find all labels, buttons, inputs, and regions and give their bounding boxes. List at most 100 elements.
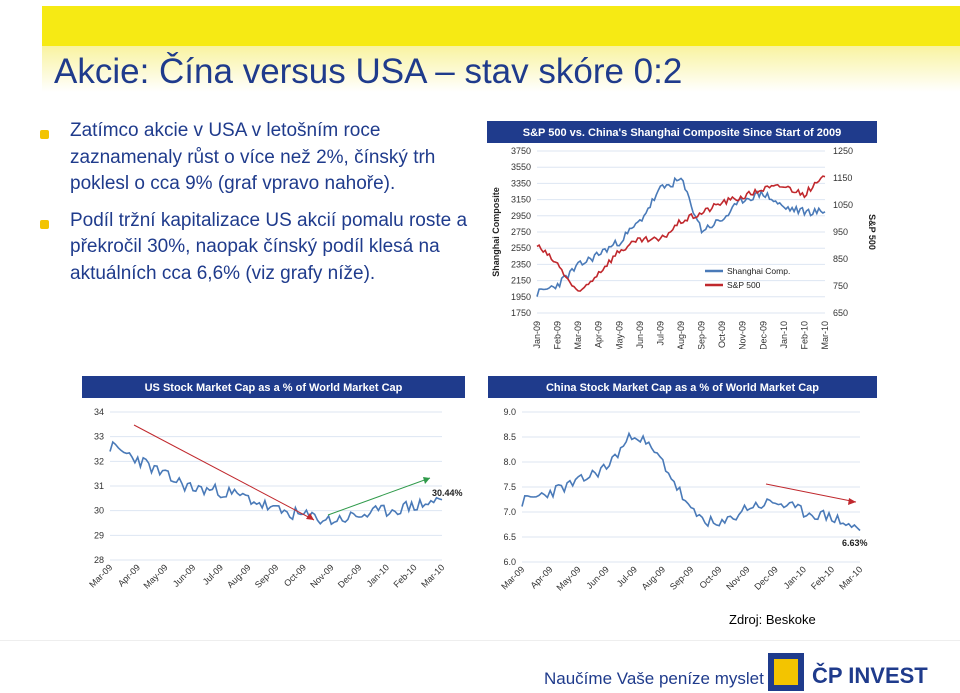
x-tick-label: Sep-09 [668,564,696,592]
x-tick-label: Mar-10 [820,321,830,349]
y-tick-label: 34 [94,407,104,417]
y2-tick-label: 850 [833,254,848,264]
trend-arrowhead-up [423,477,430,484]
y2-tick-label: 950 [833,227,848,237]
last-value-label: 30.44% [432,488,463,498]
bullet-icon [40,130,49,139]
x-tick-label: Dec-09 [758,321,768,349]
x-tick-label: Aug-09 [676,321,686,349]
x-tick-label: Jun-09 [584,564,611,591]
x-tick-label: Jul-09 [201,562,225,586]
x-tick-label: May-09 [554,564,582,592]
y-tick-label: 2150 [511,276,531,286]
x-tick-label: Jan-09 [532,321,542,349]
chart-panel-us-market-cap: US Stock Market Cap as a % of World Mark… [82,376,465,604]
y-tick-label: 6.5 [503,532,516,542]
y-tick-label: 7.0 [503,507,516,517]
trend-arrow-down [133,424,315,521]
x-tick-label: Apr-09 [594,321,604,348]
y-tick-label: 6.0 [503,557,516,567]
y-tick-label: 3350 [511,178,531,188]
chart-title: S&P 500 vs. China's Shanghai Composite S… [523,127,841,139]
title-bar-yellow-strip [42,6,960,46]
x-tick-label: Dec-09 [752,564,780,592]
x-tick-label: Sep-09 [253,562,281,590]
chart-china-market-cap: China Stock Market Cap as a % of World M… [488,376,877,593]
x-tick-label: Feb-10 [799,321,809,349]
chart-panel-sp500-vs-shanghai: S&P 500 vs. China's Shanghai Composite S… [487,121,877,349]
y2-tick-label: 1250 [833,146,853,156]
y-tick-label: 31 [94,481,104,491]
y-tick-label: 3150 [511,195,531,205]
x-tick-label: Aug-09 [225,562,253,590]
x-tick-label: Dec-09 [336,562,364,590]
y-tick-label: 2550 [511,243,531,253]
y-tick-label: 9.0 [503,407,516,417]
x-tick-label: Oct-09 [282,562,308,588]
x-tick-label: May-09 [141,562,169,590]
x-tick-label: Nov-09 [724,564,752,592]
series-line-1 [536,176,826,297]
chart-header [488,376,877,398]
x-tick-label: Jan-10 [779,321,789,349]
bullet-item-1: Zatímco akcie v USA v letošním roce zazn… [40,118,480,198]
x-tick-label: May-09 [614,321,624,349]
y-axis-label: Shanghai Composite [491,187,501,277]
bullet-item-2: Podíl tržní kapitalizace US akcií pomalu… [40,208,480,288]
last-value-label: 6.63% [842,538,868,548]
x-tick-label: Mar-10 [419,562,446,589]
x-tick-label: Apr-09 [116,562,142,588]
chart-title: China Stock Market Cap as a % of World M… [546,382,819,394]
x-tick-label: Nov-09 [308,562,336,590]
source-note: Zdroj: Beskoke [729,612,816,627]
y-tick-label: 3750 [511,146,531,156]
x-tick-label: Aug-09 [640,564,668,592]
y2-tick-label: 1150 [833,173,852,183]
chart-title: US Stock Market Cap as a % of World Mark… [145,382,403,394]
trend-arrow-down [765,483,857,503]
legend-label-1: Shanghai Comp. [727,266,790,276]
x-tick-label: Jul-09 [615,564,639,588]
y-tick-label: 1950 [511,292,531,302]
trend-arrow-up [327,477,431,516]
y-tick-label: 8.0 [503,457,516,467]
y-tick-label: 3550 [511,162,531,172]
x-tick-label: Oct-09 [717,321,727,348]
brand-name: ČP INVEST [812,663,928,688]
x-tick-label: Jan-10 [782,564,809,591]
chart-header [487,121,877,143]
x-tick-label: Nov-09 [738,321,748,349]
y-tick-label: 7.5 [503,482,516,492]
x-tick-label: Feb-10 [392,562,419,589]
bullet-list: Zatímco akcie v USA v letošním roce zazn… [40,118,480,297]
x-tick-label: Mar-09 [573,321,583,349]
chart-header [82,376,465,398]
series-line-1 [109,440,443,526]
chart-panel-china-market-cap: China Stock Market Cap as a % of World M… [488,376,877,606]
chart-us-market-cap: US Stock Market Cap as a % of World Mark… [82,376,465,591]
y-tick-label: 8.5 [503,432,516,442]
series-line-2 [536,175,826,292]
x-tick-label: Jun-09 [635,321,645,349]
trend-arrowhead-down [848,498,856,505]
series-line-1 [521,431,861,532]
x-tick-label: Oct-09 [697,564,723,590]
x-tick-label: Jun-09 [171,562,198,589]
bullet-icon [40,219,49,229]
chart-sp500-vs-shanghai: S&P 500 vs. China's Shanghai Composite S… [487,121,877,349]
bullet-text-2: Podíl tržní kapitalizace US akcií pomalu… [70,209,468,284]
legend-label-2: S&P 500 [727,280,761,290]
x-tick-label: Feb-09 [553,321,563,349]
y-tick-label: 2350 [511,259,531,269]
page-title: Akcie: Čína versus USA – stav skóre 0:2 [54,52,683,91]
y-tick-label: 33 [94,432,104,442]
y2-tick-label: 1050 [833,200,853,210]
y-tick-label: 32 [94,456,104,466]
title-bar-fade [42,46,960,92]
y-tick-label: 30 [94,506,104,516]
y-tick-label: 29 [94,530,104,540]
y-tick-label: 28 [94,555,104,565]
x-tick-label: Mar-09 [499,564,526,591]
trend-arrowhead-down [306,513,314,520]
footer-tagline: Naučíme Vaše peníze myslet [544,669,764,688]
